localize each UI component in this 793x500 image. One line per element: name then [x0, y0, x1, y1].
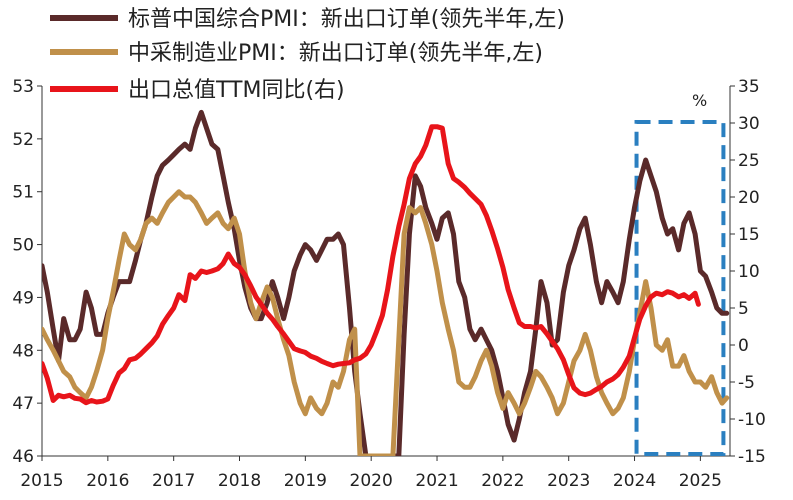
x-tick-label: 2025: [679, 471, 722, 491]
legend-label-sp-pmi: 标普中国综合PMI：新出口订单(领先半年,左): [128, 7, 565, 32]
x-tick-label: 2018: [218, 471, 261, 491]
series-line-sp-pmi: [42, 109, 730, 456]
left-tick-label: 48: [12, 341, 34, 361]
left-tick-label: 50: [12, 236, 34, 256]
right-tick-label: 10: [738, 262, 760, 282]
right-tick-label: -10: [738, 410, 766, 430]
highlight-box-group: [634, 120, 726, 456]
right-tick-label: -15: [738, 447, 766, 467]
legend-label-nbs-pmi: 中采制造业PMI：新出口订单(领先半年,左): [128, 41, 543, 66]
right-tick-label: 0: [738, 336, 749, 356]
legend-label-export-ttm: 出口总值TTM同比(右): [128, 78, 345, 103]
right-tick-label: 25: [738, 151, 760, 171]
x-tick-label: 2024: [613, 471, 656, 491]
right-tick-label: 5: [738, 299, 749, 319]
series-line-export-ttm: [42, 124, 701, 406]
right-axis-unit: %: [692, 91, 707, 110]
x-tick-label: 2017: [152, 471, 195, 491]
series-lines: [42, 109, 730, 456]
right-tick-label: 35: [738, 77, 760, 97]
highlight-box: [634, 120, 726, 456]
left-tick-label: 51: [12, 183, 34, 203]
axes: 4647484950515253-15-10-50510152025303520…: [12, 77, 765, 491]
legend: 标普中国综合PMI：新出口订单(领先半年,左) 中采制造业PMI：新出口订单(领…: [50, 7, 565, 103]
x-tick-label: 2021: [415, 471, 458, 491]
x-tick-label: 2023: [547, 471, 590, 491]
right-tick-label: -5: [738, 373, 755, 393]
right-tick-label: 15: [738, 225, 760, 245]
right-tick-label: 20: [738, 188, 760, 208]
left-tick-label: 52: [12, 130, 34, 150]
x-tick-label: 2016: [86, 471, 129, 491]
x-tick-label: 2015: [20, 471, 63, 491]
left-tick-label: 47: [12, 394, 34, 414]
left-tick-label: 53: [12, 77, 34, 97]
x-tick-label: 2022: [481, 471, 524, 491]
right-tick-label: 30: [738, 114, 760, 134]
left-tick-label: 49: [12, 288, 34, 308]
x-tick-label: 2019: [284, 471, 327, 491]
x-tick-label: 2020: [350, 471, 393, 491]
left-tick-label: 46: [12, 447, 34, 467]
series-line-nbs-pmi: [42, 189, 730, 456]
